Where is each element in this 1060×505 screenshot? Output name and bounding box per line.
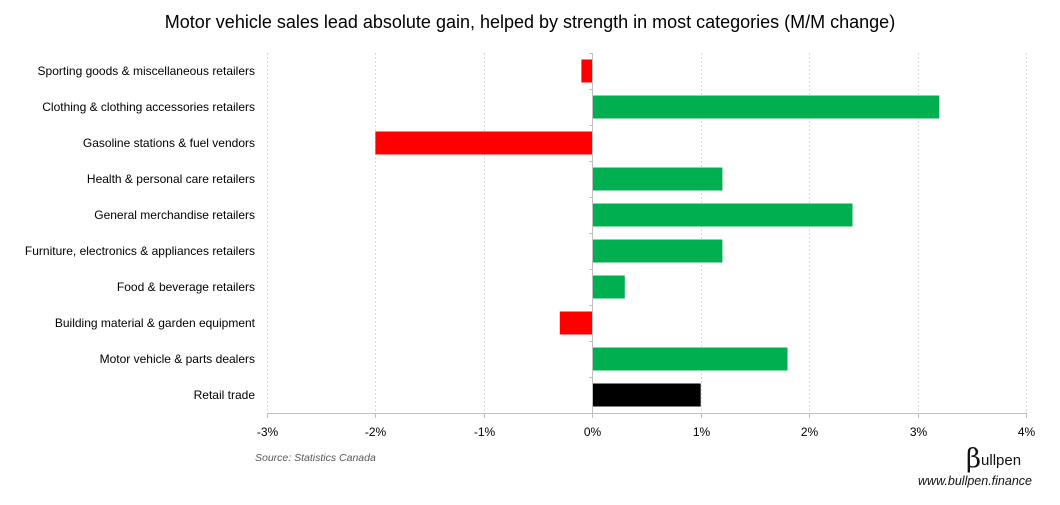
- x-tick-label-2: -2%: [365, 425, 387, 439]
- x-tick-label-3: -3%: [257, 425, 279, 439]
- bar-building-material-and-garden-equipment: [559, 311, 593, 335]
- bar-furniture-electronics-and-appliances-retailers: [592, 239, 723, 263]
- axes: [267, 53, 1027, 418]
- category-label-furniture-electronics-and-appliances-retailers: Furniture, electronics & appliances reta…: [25, 244, 255, 258]
- bar-motor-vehicle-and-parts-dealers: [592, 347, 788, 371]
- brand-url[interactable]: www.bullpen.finance: [918, 474, 1032, 488]
- bar-clothing-and-clothing-accessories-retailers: [592, 95, 940, 119]
- category-label-clothing-and-clothing-accessories-retailers: Clothing & clothing accessories retailer…: [42, 100, 255, 114]
- x-tick-label-2: 2%: [801, 425, 819, 439]
- bar-gasoline-stations-and-fuel-vendors: [375, 131, 593, 155]
- category-label-sporting-goods-and-miscellaneous-retailers: Sporting goods & miscellaneous retailers: [38, 64, 255, 78]
- bullpen-logo: βullpen: [966, 444, 1021, 474]
- brand-name: ullpen: [981, 452, 1022, 469]
- category-label-retail-trade: Retail trade: [194, 388, 256, 402]
- bar-general-merchandise-retailers: [592, 203, 853, 227]
- category-label-health-and-personal-care-retailers: Health & personal care retailers: [87, 172, 255, 186]
- bar-retail-trade: [592, 383, 701, 407]
- source-note: Source: Statistics Canada: [255, 452, 376, 464]
- category-label-food-and-beverage-retailers: Food & beverage retailers: [117, 280, 255, 294]
- chart-title: Motor vehicle sales lead absolute gain, …: [164, 12, 896, 32]
- bar-sporting-goods-and-miscellaneous-retailers: [581, 59, 593, 83]
- x-tick-label-0: 0%: [584, 425, 602, 439]
- x-tick-label-1: -1%: [474, 425, 496, 439]
- category-label-general-merchandise-retailers: General merchandise retailers: [94, 208, 255, 222]
- x-tick-labels: -3% -2% -1% 0% 1% 2% 3% 4%: [257, 425, 1036, 439]
- x-tick-label-1: 1%: [693, 425, 711, 439]
- bar-food-and-beverage-retailers: [592, 275, 625, 299]
- category-labels: Sporting goods & miscellaneous retailers…: [25, 64, 256, 402]
- category-label-building-material-and-garden-equipment: Building material & garden equipment: [55, 316, 256, 330]
- x-tick-label-4: 4%: [1018, 425, 1036, 439]
- category-label-gasoline-stations-and-fuel-vendors: Gasoline stations & fuel vendors: [83, 136, 255, 150]
- category-label-motor-vehicle-and-parts-dealers: Motor vehicle & parts dealers: [100, 352, 255, 366]
- beta-logo-mark: β: [966, 444, 982, 474]
- bar-health-and-personal-care-retailers: [592, 167, 723, 191]
- x-tick-label-3: 3%: [910, 425, 928, 439]
- bars: [375, 59, 940, 407]
